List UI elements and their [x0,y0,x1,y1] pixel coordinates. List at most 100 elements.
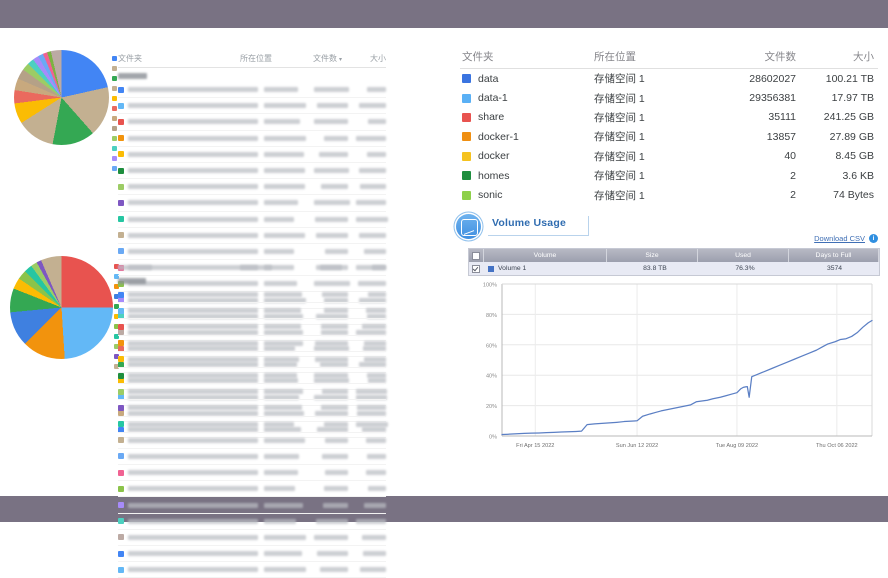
table-row[interactable] [118,352,386,368]
select-all-checkbox-cell[interactable] [469,249,484,262]
table-row[interactable] [118,195,386,212]
cell-folder [118,372,264,379]
table-row[interactable] [118,400,386,417]
column-header-location[interactable]: 所在位置 [594,50,636,63]
redacted-folder-name [128,324,258,330]
table-row[interactable]: docker 存储空间 1 40 8.45 GB [460,147,878,166]
column-header-size[interactable]: 大小 [370,54,386,63]
table-row[interactable] [118,373,386,390]
table-row[interactable] [118,384,387,401]
column-header-location[interactable]: 所在位置 [240,54,272,63]
column-header-size[interactable]: Size [607,249,698,262]
table-row[interactable] [118,406,386,422]
y-axis-tick-label: 0% [489,435,497,441]
table-row[interactable] [118,481,386,498]
table-row[interactable] [118,368,386,385]
left-storage-analyzer-panel: 文件夹 所在位置 文件数 ▾ 大小 [0,28,400,578]
volume-name: Volume 1 [498,265,527,272]
table-row[interactable] [118,212,388,228]
column-header-file-count-blurred[interactable] [296,265,342,270]
cell-file-count [314,421,348,427]
column-header-file-count[interactable]: 文件数 ▾ [312,54,342,63]
table-row[interactable]: sonic 存储空间 1 2 74 Bytes [460,185,878,204]
y-axis-tick-label: 40% [486,374,497,380]
table-row[interactable] [118,98,386,115]
cell-size [356,518,386,524]
cell-file-count [314,151,348,157]
column-header-used[interactable]: Used [698,249,789,262]
column-header-size-blurred[interactable] [342,265,386,270]
column-header-folder-blurred[interactable] [118,265,240,270]
table-row[interactable]: data 存储空间 1 28602027 100.21 TB [460,69,878,88]
cell-size: 27.89 GB [829,130,874,143]
redacted-folder-name [128,551,258,557]
folder-color-swatch [118,86,124,93]
cell-location [264,135,306,141]
table-row[interactable] [118,114,386,131]
table-row[interactable] [118,309,386,325]
cell-file-count [314,216,348,222]
table-row[interactable] [118,433,386,449]
folder-color-swatch [118,151,124,158]
table-row[interactable]: share 存储空间 1 35111 241.25 GB [460,108,878,127]
table-row[interactable] [118,276,386,293]
table-row[interactable] [118,319,386,336]
cell-file-count [314,427,348,433]
table-row[interactable] [118,390,387,406]
table-row[interactable] [118,131,386,147]
cell-folder [118,421,264,428]
table-row[interactable]: homes 存储空间 1 2 3.6 KB [460,166,878,185]
cell-file-count: 29356381 [749,92,796,105]
cell-folder [118,410,264,417]
column-header-folder[interactable]: 文件夹 [462,50,494,63]
cell-size [356,567,386,573]
table-row[interactable] [118,82,386,99]
table-row[interactable] [118,546,386,563]
table-row[interactable] [118,244,386,261]
cell-size [356,297,386,303]
table-row[interactable] [118,341,386,358]
table-row[interactable]: Volume 1 83.8 TB 76.3% 3574 [469,262,879,275]
column-header-volume[interactable]: Volume [484,249,607,262]
column-header-file-count[interactable]: 文件数 [764,50,797,63]
column-header-size[interactable]: 大小 [853,50,874,63]
table-row[interactable] [118,287,386,304]
folder-color-swatch [462,93,471,103]
column-header-days-to-full[interactable]: Days to Full [789,249,879,262]
row-checkbox-cell[interactable] [469,262,483,275]
cell-location [264,394,304,400]
table-row[interactable] [118,465,386,482]
table-row[interactable]: docker-1 存储空间 1 13857 27.89 GB [460,127,878,146]
table-row[interactable] [118,179,386,196]
cell-location [264,281,304,287]
table-row[interactable] [118,325,386,341]
table-row[interactable] [118,422,386,439]
table-row[interactable] [118,163,386,180]
column-header-folder[interactable]: 文件夹 [118,54,142,63]
table-header-row: 文件夹 所在位置 文件数 大小 [460,44,878,69]
table-row[interactable] [118,357,386,374]
cell-file-count [314,486,348,492]
table-row[interactable] [118,530,386,546]
table-row[interactable] [118,449,386,466]
table-row[interactable]: data-1 存储空间 1 29356381 17.97 TB [460,88,878,107]
table-row[interactable] [118,336,386,352]
legend-swatch [114,354,119,359]
column-header-location-blurred[interactable] [240,265,296,270]
volume-grid: Volume Size Used Days to Full Volume 1 8… [468,248,880,276]
table-row[interactable] [118,228,386,244]
cell-location [264,308,304,314]
download-csv-link[interactable]: Download CSV [814,234,865,243]
table-row[interactable] [118,417,388,433]
pie-bottom-mini-legend [114,264,122,374]
volume-usage-header: Volume Usage Download CSV i [456,214,880,243]
table-row[interactable] [118,147,386,163]
info-icon[interactable]: i [869,234,878,243]
table-row[interactable] [118,562,386,578]
cell-size [356,308,386,314]
table-row[interactable] [118,303,386,320]
table-row[interactable] [118,497,386,514]
y-axis-tick-label: 80% [486,313,497,319]
cell-location [264,389,304,395]
table-row[interactable] [118,292,386,309]
